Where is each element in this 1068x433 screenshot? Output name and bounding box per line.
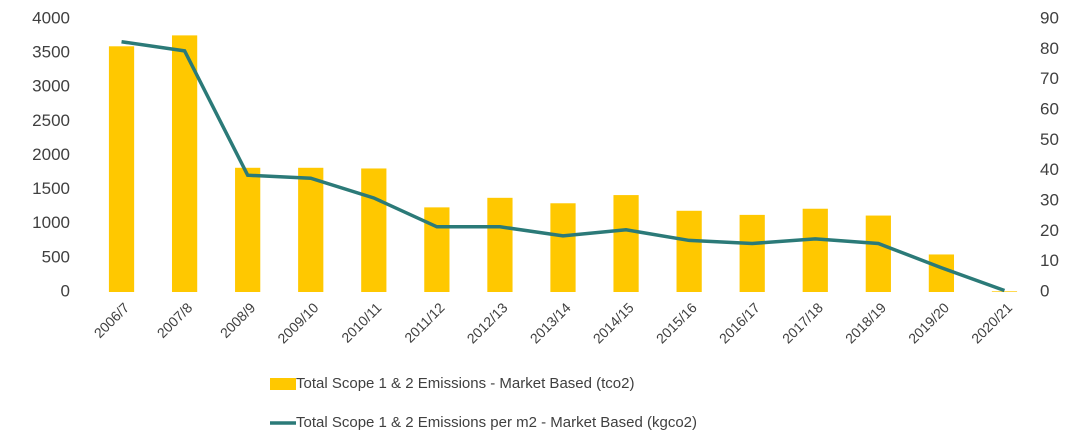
y2-tick-label: 10 [1040,251,1059,270]
legend-label: Total Scope 1 & 2 Emissions - Market Bas… [296,375,634,392]
bar [487,197,513,292]
y-tick-label: 2000 [32,145,70,164]
bar [298,167,324,292]
bar [361,168,387,292]
y-tick-label: 1500 [32,179,70,198]
y2-tick-label: 70 [1040,69,1059,88]
bar [928,254,955,292]
bar [802,208,828,292]
bar [676,210,702,292]
bar [739,214,765,292]
y2-tick-label: 30 [1040,190,1059,209]
x-tick-label: 2008/9 [217,299,259,341]
bar [108,46,135,292]
x-tick-label: 2006/7 [91,299,133,341]
y2-tick-label: 60 [1040,99,1059,118]
x-tick-label: 2013/14 [527,299,574,346]
x-tick-label: 2017/18 [779,299,826,346]
x-tick-label: 2012/13 [464,299,511,346]
legend-swatch [270,378,296,390]
y-tick-label: 500 [42,247,70,266]
y-tick-label: 4000 [32,8,70,27]
bar [865,215,891,292]
bar [613,195,639,292]
y2-tick-label: 40 [1040,160,1059,179]
y-tick-label: 1000 [32,213,70,232]
legend-label: Total Scope 1 & 2 Emissions per m2 - Mar… [296,414,697,431]
y-tick-label: 3500 [32,43,70,62]
bar [424,207,450,292]
y2-tick-label: 50 [1040,130,1059,149]
y2-tick-label: 0 [1040,281,1049,300]
x-tick-label: 2018/19 [842,299,889,346]
x-tick-label: 2019/20 [905,299,952,346]
x-tick-label: 2020/21 [968,299,1015,346]
x-tick-label: 2011/12 [401,299,448,346]
x-tick-label: 2014/15 [590,299,637,346]
y2-tick-label: 80 [1040,39,1059,58]
bar [171,35,198,292]
x-tick-label: 2016/17 [716,299,763,346]
y-tick-label: 2500 [32,111,70,130]
bar [550,203,576,292]
y2-tick-label: 90 [1040,8,1059,27]
y2-tick-label: 20 [1040,221,1059,240]
bar [991,291,1018,292]
x-tick-label: 2009/10 [274,299,321,346]
line [121,40,1006,293]
x-tick-label: 2010/11 [338,299,385,346]
y-tick-label: 0 [61,281,70,300]
bar [235,167,261,292]
x-tick-label: 2007/8 [154,299,196,341]
x-tick-label: 2015/16 [653,299,700,346]
y-tick-label: 3000 [32,77,70,96]
